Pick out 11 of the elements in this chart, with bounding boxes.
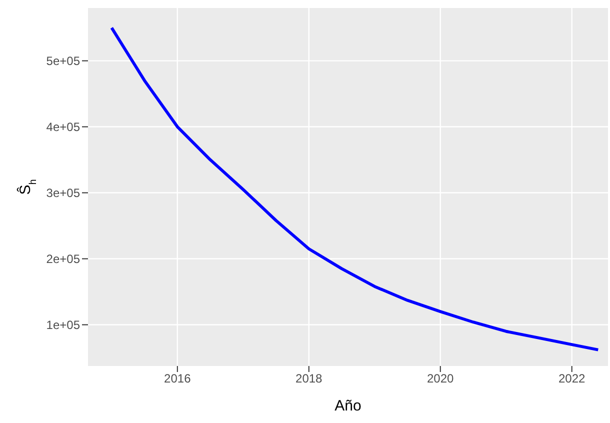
y-tick-label: 4e+05 [46, 120, 80, 134]
x-tick-label: 2020 [427, 372, 454, 386]
y-tick-label: 2e+05 [46, 252, 80, 266]
x-tick-label: 2018 [296, 372, 323, 386]
y-tick-label: 3e+05 [46, 186, 80, 200]
x-axis-title: Año [334, 398, 362, 415]
x-tick-label: 2016 [164, 372, 192, 386]
x-tick-label: 2022 [558, 372, 586, 386]
y-tick-label: 5e+05 [46, 54, 80, 68]
y-tick-label: 1e+05 [46, 318, 80, 332]
line-series [110, 26, 600, 352]
